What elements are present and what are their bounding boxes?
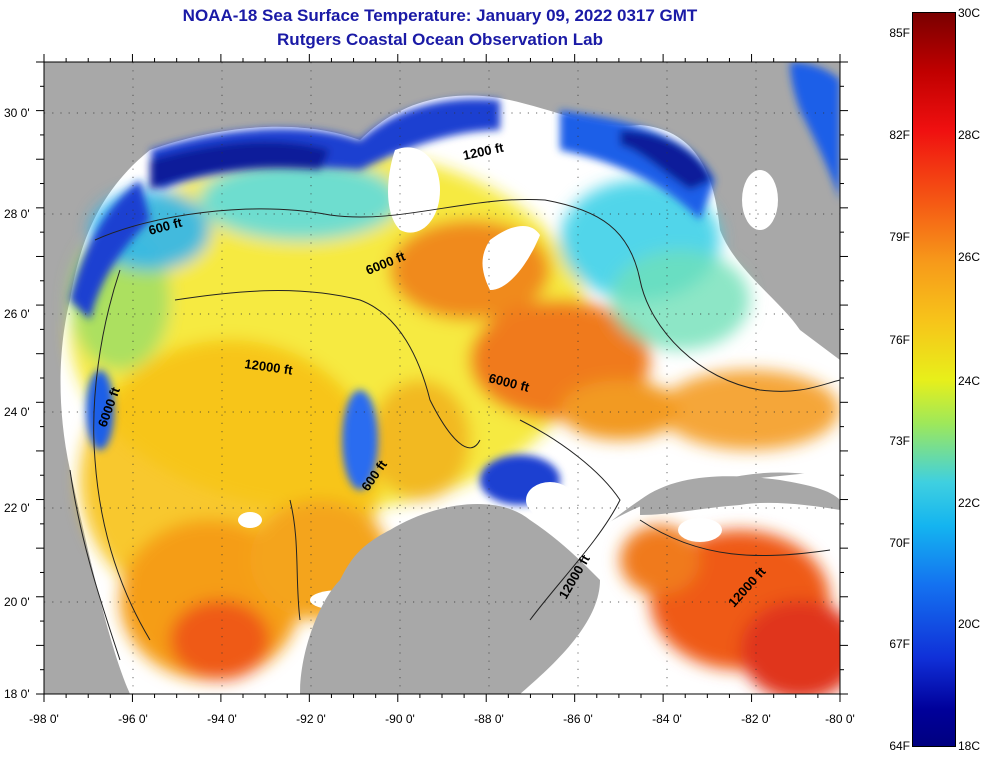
axis-ticks xyxy=(36,54,848,702)
sst-map: 600 ft 6000 ft 1200 ft 12000 ft 6000 ft … xyxy=(36,54,848,702)
colorbar-c-label: 22C xyxy=(958,496,981,510)
colorbar-f-label: 70F xyxy=(889,536,910,550)
contour-12000ft xyxy=(174,290,481,449)
colorbar-f-label: 73F xyxy=(889,434,910,448)
contour-east xyxy=(519,419,621,621)
lat-label: 20 0' xyxy=(4,595,30,609)
colorbar-f-label: 76F xyxy=(889,333,910,347)
colorbar-c-label: 30C xyxy=(958,6,981,20)
contour-caribbean xyxy=(639,519,831,557)
lat-label: 22 0' xyxy=(4,501,30,515)
map-title: NOAA-18 Sea Surface Temperature: January… xyxy=(182,6,698,25)
lon-label: -80 0' xyxy=(825,712,855,726)
lon-label: -94 0' xyxy=(207,712,237,726)
contour-label: 12000 ft xyxy=(244,356,295,378)
colorbar-f-label: 64F xyxy=(889,739,910,753)
colorbar-c-label: 24C xyxy=(958,374,981,388)
lon-label: -84 0' xyxy=(652,712,682,726)
cuba-land xyxy=(640,476,840,515)
temperature-colorbar xyxy=(912,12,956,747)
lon-label: -88 0' xyxy=(474,712,504,726)
map-subtitle: Rutgers Coastal Ocean Observation Lab xyxy=(277,30,603,49)
colorbar-f-label: 67F xyxy=(889,637,910,651)
colorbar-c-label: 28C xyxy=(958,128,981,142)
colorbar-f-label: 85F xyxy=(889,26,910,40)
contour-6000ft-west xyxy=(93,269,151,641)
contour-600ft xyxy=(94,198,840,392)
lat-label: 30 0' xyxy=(4,106,30,120)
lon-label: -82 0' xyxy=(741,712,771,726)
lon-label: -90 0' xyxy=(385,712,415,726)
colorbar-c-label: 26C xyxy=(958,250,981,264)
colorbar-f-label: 82F xyxy=(889,128,910,142)
lon-label: -96 0' xyxy=(118,712,148,726)
lat-label: 28 0' xyxy=(4,207,30,221)
lat-label: 18 0' xyxy=(4,687,30,701)
lon-label: -86 0' xyxy=(563,712,593,726)
yucatan-land xyxy=(300,503,600,694)
lon-label: -92 0' xyxy=(296,712,326,726)
lat-label: 24 0' xyxy=(4,405,30,419)
lat-label: 26 0' xyxy=(4,307,30,321)
colorbar-c-label: 18C xyxy=(958,739,981,753)
colorbar-c-label: 20C xyxy=(958,617,981,631)
contour-western-shelf xyxy=(69,469,121,661)
contour-yucatan-shelf xyxy=(289,499,301,621)
lon-label: -98 0' xyxy=(29,712,59,726)
colorbar-f-label: 79F xyxy=(889,230,910,244)
